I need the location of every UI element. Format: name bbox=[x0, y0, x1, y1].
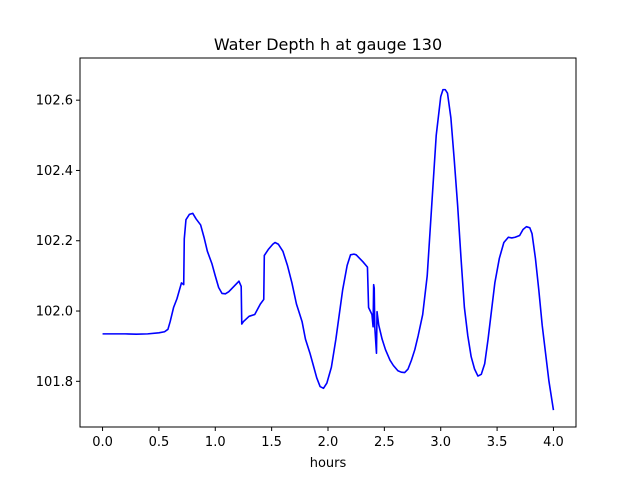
x-tick-label: 0.0 bbox=[92, 435, 113, 450]
plot-area bbox=[102, 88, 555, 411]
chart-title: Water Depth h at gauge 130 bbox=[214, 35, 442, 54]
x-tick-label: 0.5 bbox=[149, 435, 170, 450]
y-tick-label: 101.8 bbox=[36, 375, 73, 390]
axes-frame bbox=[79, 57, 577, 428]
series-line-0 bbox=[102, 88, 555, 411]
x-tick-label: 2.0 bbox=[318, 435, 339, 450]
y-axis: 101.8 102.0 102.2 102.4 102.6 bbox=[36, 94, 80, 390]
x-axis-label: hours bbox=[310, 456, 347, 471]
y-tick-label: 102.4 bbox=[36, 164, 73, 179]
y-tick-label: 102.0 bbox=[36, 305, 73, 320]
x-tick-label: 4.0 bbox=[543, 435, 564, 450]
x-tick-label: 3.0 bbox=[430, 435, 451, 450]
x-tick-label: 2.5 bbox=[374, 435, 395, 450]
x-tick-label: 1.0 bbox=[205, 435, 226, 450]
x-tick-label: 3.5 bbox=[487, 435, 508, 450]
y-tick-label: 102.6 bbox=[36, 94, 73, 109]
x-axis: 0.0 0.5 1.0 1.5 2.0 2.5 3.0 3.5 4.0 bbox=[92, 427, 564, 450]
y-tick-label: 102.2 bbox=[36, 234, 73, 249]
x-tick-label: 1.5 bbox=[261, 435, 282, 450]
